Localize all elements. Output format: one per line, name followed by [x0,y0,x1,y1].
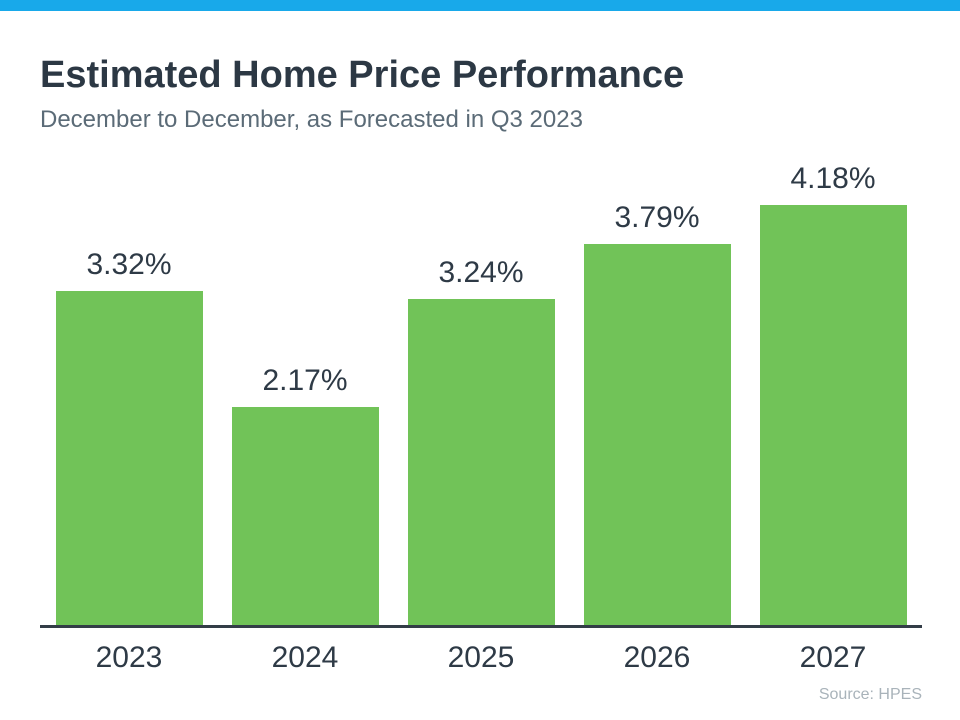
x-axis-tick-label: 2023 [95,641,163,674]
page-subtitle: December to December, as Forecasted in Q… [40,105,583,133]
bar [759,205,907,625]
bar-value-label: 3.32% [86,248,172,281]
plot-area: 3.32% 2.17% 3.24% 3.79% 4.18% [40,160,922,628]
bar-chart: 3.32% 2.17% 3.24% 3.79% 4.18% 2023 2024 … [40,160,922,703]
bar-group: 4.18% [759,162,907,625]
bar-value-label: 3.24% [438,256,524,289]
bar-group: 2.17% [231,364,379,625]
bar-group: 3.32% [55,248,203,625]
bar-value-label: 3.79% [614,201,700,234]
x-axis-labels-row: 2023 2024 2025 2026 2027 [40,643,922,673]
bar-value-label: 2.17% [262,364,348,397]
page-title: Estimated Home Price Performance [40,54,685,96]
bar [55,291,203,625]
bar-group: 3.79% [583,201,731,625]
chart-header: Estimated Home Price Performance Decembe… [40,54,920,133]
source-label: Source: HPES [818,686,922,703]
top-accent-bar [0,0,960,11]
bar [407,299,555,625]
bar-group: 3.24% [407,256,555,625]
x-axis-tick-label: 2024 [271,641,339,674]
bar [231,407,379,625]
x-axis-tick-label: 2026 [623,641,691,674]
bar [583,244,731,625]
x-axis-tick-label: 2025 [447,641,515,674]
x-axis-tick-label: 2027 [799,641,867,674]
bar-value-label: 4.18% [790,162,876,195]
